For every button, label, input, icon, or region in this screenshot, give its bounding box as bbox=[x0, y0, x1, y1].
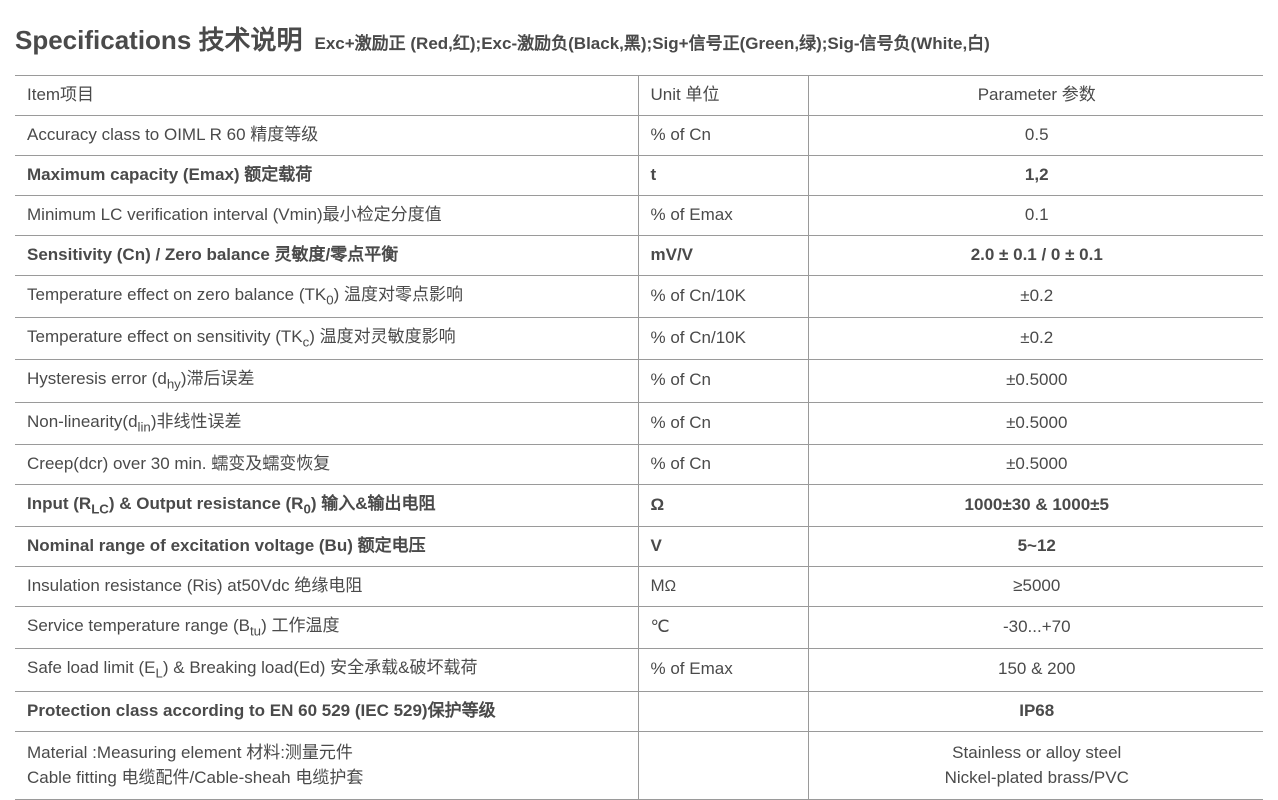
header: Specifications 技术说明 Exc+激励正 (Red,红);Exc-… bbox=[15, 20, 1263, 57]
cell-param: 0.1 bbox=[808, 195, 1263, 235]
cell-unit: mV/V bbox=[638, 235, 808, 275]
cell-unit: % of Cn bbox=[638, 444, 808, 484]
cell-param: 5~12 bbox=[808, 527, 1263, 567]
table-row: Input (RLC) & Output resistance (R0) 输入&… bbox=[15, 484, 1263, 526]
table-row: Minimum LC verification interval (Vmin)最… bbox=[15, 195, 1263, 235]
cell-item: Service temperature range (Btu) 工作温度 bbox=[15, 606, 638, 648]
cell-item: Sensitivity (Cn) / Zero balance 灵敏度/零点平衡 bbox=[15, 235, 638, 275]
wiring-legend: Exc+激励正 (Red,红);Exc-激励负(Black,黑);Sig+信号正… bbox=[315, 29, 990, 54]
cell-item: Accuracy class to OIML R 60 精度等级 bbox=[15, 115, 638, 155]
table-row: Non-linearity(dlin)非线性误差% of Cn±0.5000 bbox=[15, 402, 1263, 444]
cell-param: 1000±30 & 1000±5 bbox=[808, 484, 1263, 526]
cell-param: IP68 bbox=[808, 691, 1263, 731]
cell-item: Non-linearity(dlin)非线性误差 bbox=[15, 402, 638, 444]
page-title: Specifications 技术说明 bbox=[15, 20, 303, 57]
spec-table: Item项目 Unit 单位 Parameter 参数 Accuracy cla… bbox=[15, 75, 1263, 800]
cell-item: Temperature effect on zero balance (TK0)… bbox=[15, 275, 638, 317]
cell-unit: ℃ bbox=[638, 606, 808, 648]
cell-unit: % of Emax bbox=[638, 195, 808, 235]
cell-unit: % of Cn/10K bbox=[638, 275, 808, 317]
cell-param: -30...+70 bbox=[808, 606, 1263, 648]
cell-unit: t bbox=[638, 155, 808, 195]
cell-param: ±0.5000 bbox=[808, 402, 1263, 444]
table-header-row: Item项目 Unit 单位 Parameter 参数 bbox=[15, 76, 1263, 116]
table-row: Sensitivity (Cn) / Zero balance 灵敏度/零点平衡… bbox=[15, 235, 1263, 275]
cell-param: ±0.2 bbox=[808, 275, 1263, 317]
table-row: Service temperature range (Btu) 工作温度℃-30… bbox=[15, 606, 1263, 648]
cell-item: Nominal range of excitation voltage (Bu)… bbox=[15, 527, 638, 567]
cell-item: Input (RLC) & Output resistance (R0) 输入&… bbox=[15, 484, 638, 526]
cell-unit: % of Cn bbox=[638, 115, 808, 155]
table-row: Maximum capacity (Emax) 额定载荷t1,2 bbox=[15, 155, 1263, 195]
cell-param: ±0.5000 bbox=[808, 444, 1263, 484]
table-row: Material :Measuring element 材料:测量元件Cable… bbox=[15, 731, 1263, 799]
cell-item: Maximum capacity (Emax) 额定载荷 bbox=[15, 155, 638, 195]
cell-param: Stainless or alloy steelNickel-plated br… bbox=[808, 731, 1263, 799]
cell-unit: MΩ bbox=[638, 567, 808, 607]
col-header-unit: Unit 单位 bbox=[638, 76, 808, 116]
cell-param: 0.5 bbox=[808, 115, 1263, 155]
table-row: Creep(dcr) over 30 min. 蠕变及蠕变恢复% of Cn±0… bbox=[15, 444, 1263, 484]
cell-item: Hysteresis error (dhy)滞后误差 bbox=[15, 360, 638, 402]
cell-item: Protection class according to EN 60 529 … bbox=[15, 691, 638, 731]
cell-item: Safe load limit (EL) & Breaking load(Ed)… bbox=[15, 649, 638, 691]
cell-param: ±0.2 bbox=[808, 317, 1263, 359]
cell-item: Creep(dcr) over 30 min. 蠕变及蠕变恢复 bbox=[15, 444, 638, 484]
col-header-item: Item项目 bbox=[15, 76, 638, 116]
table-row: Safe load limit (EL) & Breaking load(Ed)… bbox=[15, 649, 1263, 691]
cell-unit bbox=[638, 731, 808, 799]
cell-param: ±0.5000 bbox=[808, 360, 1263, 402]
table-row: Nominal range of excitation voltage (Bu)… bbox=[15, 527, 1263, 567]
table-row: Temperature effect on sensitivity (TKc) … bbox=[15, 317, 1263, 359]
table-row: Hysteresis error (dhy)滞后误差% of Cn±0.5000 bbox=[15, 360, 1263, 402]
cell-unit: Ω bbox=[638, 484, 808, 526]
table-row: Accuracy class to OIML R 60 精度等级% of Cn0… bbox=[15, 115, 1263, 155]
cell-param: 150 & 200 bbox=[808, 649, 1263, 691]
table-row: Insulation resistance (Ris) at50Vdc 绝缘电阻… bbox=[15, 567, 1263, 607]
cell-item: Insulation resistance (Ris) at50Vdc 绝缘电阻 bbox=[15, 567, 638, 607]
col-header-param: Parameter 参数 bbox=[808, 76, 1263, 116]
cell-item: Temperature effect on sensitivity (TKc) … bbox=[15, 317, 638, 359]
table-row: Temperature effect on zero balance (TK0)… bbox=[15, 275, 1263, 317]
cell-param: 2.0 ± 0.1 / 0 ± 0.1 bbox=[808, 235, 1263, 275]
cell-unit bbox=[638, 691, 808, 731]
cell-unit: % of Cn bbox=[638, 360, 808, 402]
cell-unit: % of Cn bbox=[638, 402, 808, 444]
cell-item: Minimum LC verification interval (Vmin)最… bbox=[15, 195, 638, 235]
table-row: Protection class according to EN 60 529 … bbox=[15, 691, 1263, 731]
cell-param: 1,2 bbox=[808, 155, 1263, 195]
cell-unit: % of Cn/10K bbox=[638, 317, 808, 359]
cell-unit: V bbox=[638, 527, 808, 567]
cell-item: Material :Measuring element 材料:测量元件Cable… bbox=[15, 731, 638, 799]
cell-unit: % of Emax bbox=[638, 649, 808, 691]
cell-param: ≥5000 bbox=[808, 567, 1263, 607]
